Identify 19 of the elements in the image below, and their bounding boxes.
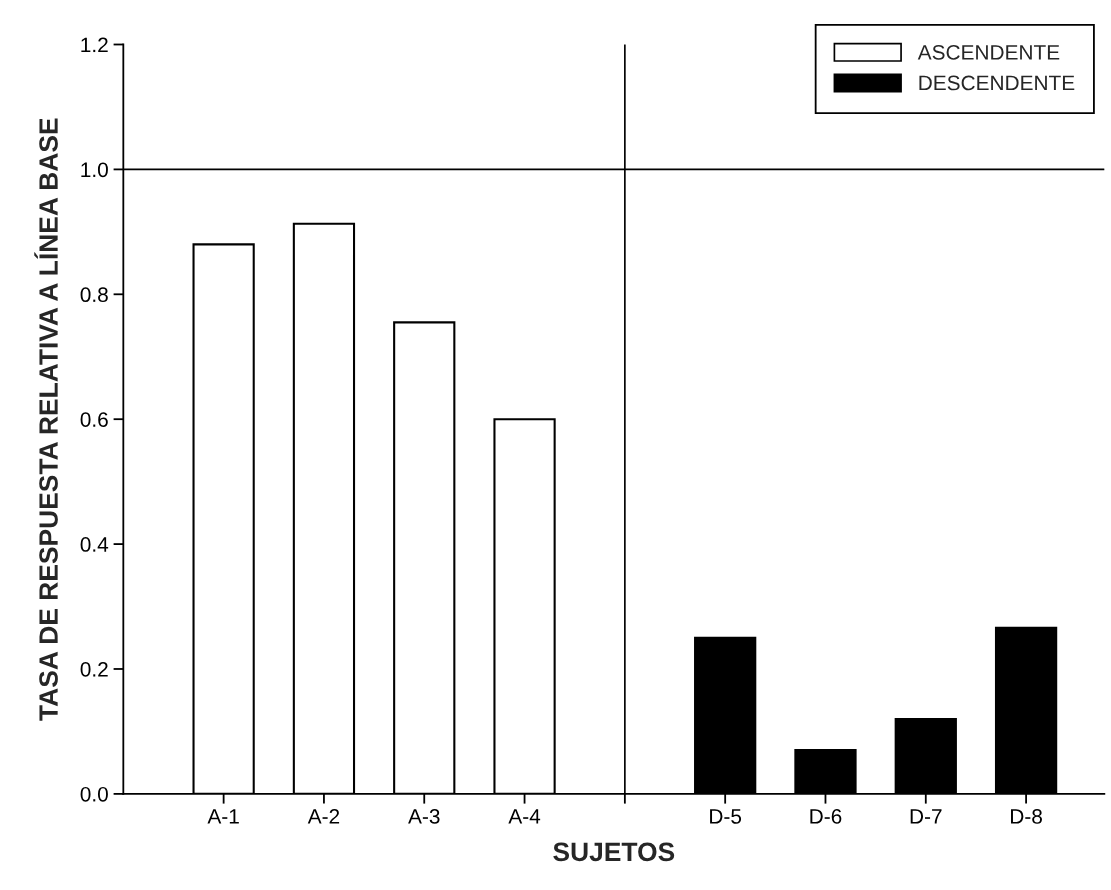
y-tick-label: 1.2 xyxy=(81,37,108,53)
legend-label: ASCENDENTE xyxy=(917,44,1060,60)
y-tick-label: 0.2 xyxy=(80,661,108,677)
x-axis-title: SUJETOS xyxy=(553,842,675,862)
y-tick-label: 0.0 xyxy=(80,786,108,802)
legend-label: DESCENDENTE xyxy=(919,75,1075,91)
x-tick-label: D-7 xyxy=(910,809,942,824)
x-tick-label: D-6 xyxy=(810,809,842,824)
x-tick-label: A-3 xyxy=(408,809,440,824)
y-tick-label: 1.0 xyxy=(81,162,108,178)
y-tick-label: 0.8 xyxy=(80,287,108,303)
y-tick-label: 0.4 xyxy=(80,537,109,552)
y-axis-title: TASA DE RESPUESTA RELATIVA A LÍNEA BASE xyxy=(34,118,58,721)
x-tick-label: D-8 xyxy=(1011,809,1042,824)
x-tick-label: A-4 xyxy=(508,809,541,824)
y-tick-label: 0.6 xyxy=(80,412,108,427)
x-tick-label: A-2 xyxy=(307,809,340,824)
x-tick-label: A-1 xyxy=(207,809,239,824)
x-tick-label: D-5 xyxy=(710,809,742,824)
